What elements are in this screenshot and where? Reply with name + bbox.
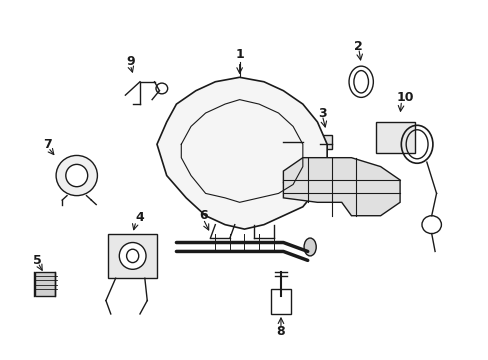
Ellipse shape: [56, 156, 97, 195]
Ellipse shape: [119, 243, 146, 269]
Text: 7: 7: [43, 138, 52, 151]
Bar: [271, 289, 290, 314]
Text: 10: 10: [395, 91, 413, 104]
Bar: [108, 234, 157, 278]
Bar: [319, 135, 331, 149]
Text: 5: 5: [33, 254, 42, 267]
Bar: [35, 271, 55, 296]
Bar: [375, 122, 414, 153]
Polygon shape: [157, 77, 326, 229]
Text: 6: 6: [199, 209, 207, 222]
Text: 3: 3: [317, 107, 326, 120]
Text: 1: 1: [235, 49, 244, 62]
Polygon shape: [283, 158, 399, 216]
Text: 2: 2: [354, 40, 363, 53]
Ellipse shape: [66, 165, 87, 187]
Ellipse shape: [191, 147, 220, 178]
Text: 9: 9: [126, 55, 134, 68]
Text: 4: 4: [135, 211, 144, 224]
Ellipse shape: [304, 238, 316, 256]
Text: 8: 8: [276, 325, 285, 338]
